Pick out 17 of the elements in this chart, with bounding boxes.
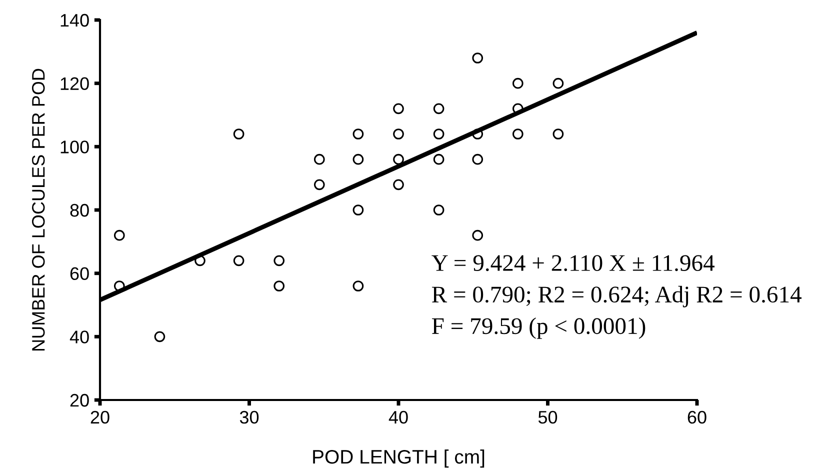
y-tick-label: 40 — [70, 330, 89, 344]
y-axis-title: NUMBER OF LOCULES PER POD — [32, 68, 45, 350]
x-axis-title: POD LENGTH [ cm] — [313, 449, 484, 468]
x-tick-label: 30 — [240, 410, 259, 424]
annotation: Y = 9.424 + 2.110 X ± 11.964 — [432, 255, 714, 272]
y-tick-label: 120 — [60, 77, 89, 90]
annotation: F = 79.59 (p < 0.0001) — [432, 317, 646, 339]
x-tick-label: 50 — [538, 410, 558, 424]
x-tick-label: 20 — [90, 410, 110, 424]
y-tick-label: 60 — [70, 267, 89, 280]
y-tick-label: 140 — [60, 14, 89, 27]
x-tick-label: 40 — [388, 410, 408, 424]
y-tick-label: 20 — [70, 394, 89, 407]
y-tick-label: 80 — [70, 204, 89, 217]
annotation: R = 0.790; R2 = 0.624; Adj R2 = 0.614 — [432, 286, 802, 308]
x-tick-label: 60 — [688, 410, 706, 424]
y-tick-label: 100 — [60, 140, 89, 154]
